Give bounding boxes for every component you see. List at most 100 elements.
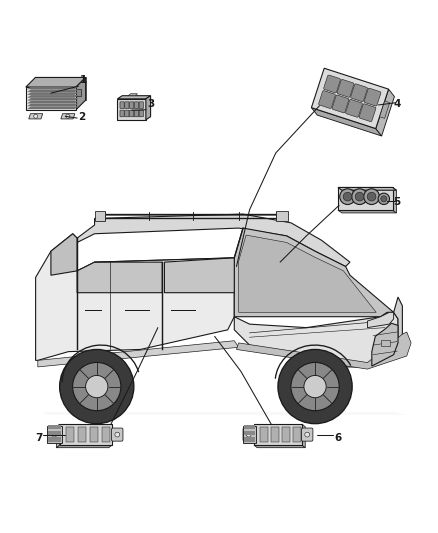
Circle shape [305,432,310,437]
Polygon shape [282,427,290,442]
FancyBboxPatch shape [130,110,134,117]
FancyBboxPatch shape [139,110,143,117]
Polygon shape [38,341,239,367]
Polygon shape [90,427,98,442]
Polygon shape [254,445,305,448]
FancyBboxPatch shape [337,79,354,98]
FancyBboxPatch shape [324,75,340,93]
Circle shape [85,375,108,398]
Circle shape [304,375,326,398]
Polygon shape [338,188,396,190]
Polygon shape [243,426,256,443]
Circle shape [278,350,352,424]
Polygon shape [367,297,403,367]
Circle shape [34,115,38,118]
Polygon shape [381,340,390,346]
FancyBboxPatch shape [139,102,143,109]
Polygon shape [311,108,381,136]
Polygon shape [26,87,76,110]
Polygon shape [95,211,106,221]
Circle shape [52,432,57,437]
Circle shape [66,115,70,118]
FancyBboxPatch shape [301,428,313,441]
Polygon shape [311,68,389,128]
Circle shape [352,189,367,205]
FancyBboxPatch shape [364,88,381,106]
Polygon shape [29,114,42,119]
Text: 1: 1 [80,75,88,85]
Text: 5: 5 [394,197,401,207]
Circle shape [115,432,120,437]
FancyBboxPatch shape [125,110,129,117]
Polygon shape [49,437,60,441]
Polygon shape [57,424,60,448]
Polygon shape [27,95,78,98]
Polygon shape [78,427,86,442]
Polygon shape [239,235,376,312]
Polygon shape [26,77,85,87]
Circle shape [355,192,364,201]
Polygon shape [244,437,255,441]
FancyBboxPatch shape [120,102,124,109]
Polygon shape [367,336,407,367]
Polygon shape [77,214,350,266]
FancyBboxPatch shape [318,91,336,109]
Polygon shape [51,234,77,275]
Text: 6: 6 [335,433,342,442]
Polygon shape [76,90,81,96]
Circle shape [381,196,387,202]
Polygon shape [237,332,411,369]
Polygon shape [244,425,255,429]
Polygon shape [338,188,392,210]
FancyBboxPatch shape [49,428,60,441]
Polygon shape [57,445,112,448]
Polygon shape [66,427,74,442]
Text: 2: 2 [78,112,86,122]
Polygon shape [76,77,85,110]
Polygon shape [271,427,279,442]
Polygon shape [128,94,138,96]
Circle shape [291,362,339,411]
Polygon shape [293,427,301,442]
Polygon shape [35,77,85,100]
Polygon shape [117,96,151,99]
Polygon shape [27,90,78,92]
Circle shape [367,192,376,201]
Circle shape [378,193,389,205]
Polygon shape [254,424,302,445]
Circle shape [246,432,251,437]
Polygon shape [260,427,268,442]
Polygon shape [302,424,305,448]
Polygon shape [338,210,396,213]
Polygon shape [27,92,78,95]
Polygon shape [372,323,398,366]
Polygon shape [244,431,255,435]
Polygon shape [27,98,78,101]
Polygon shape [27,107,78,109]
FancyBboxPatch shape [134,110,138,117]
Polygon shape [47,426,62,443]
Polygon shape [77,262,162,293]
Text: 3: 3 [148,99,155,109]
Polygon shape [49,431,60,435]
Polygon shape [234,312,398,367]
FancyBboxPatch shape [120,110,124,117]
Circle shape [364,189,379,205]
Polygon shape [35,234,234,360]
Polygon shape [376,89,395,136]
Polygon shape [164,258,234,293]
Polygon shape [392,188,396,213]
Polygon shape [380,101,390,118]
Circle shape [343,192,352,201]
Polygon shape [44,412,407,415]
Polygon shape [234,228,394,317]
FancyBboxPatch shape [125,102,129,109]
Polygon shape [117,99,146,120]
Polygon shape [276,211,288,221]
FancyBboxPatch shape [351,84,367,102]
Polygon shape [367,312,394,328]
Polygon shape [61,114,75,119]
Circle shape [340,189,356,205]
FancyBboxPatch shape [359,104,376,122]
Polygon shape [27,103,78,106]
